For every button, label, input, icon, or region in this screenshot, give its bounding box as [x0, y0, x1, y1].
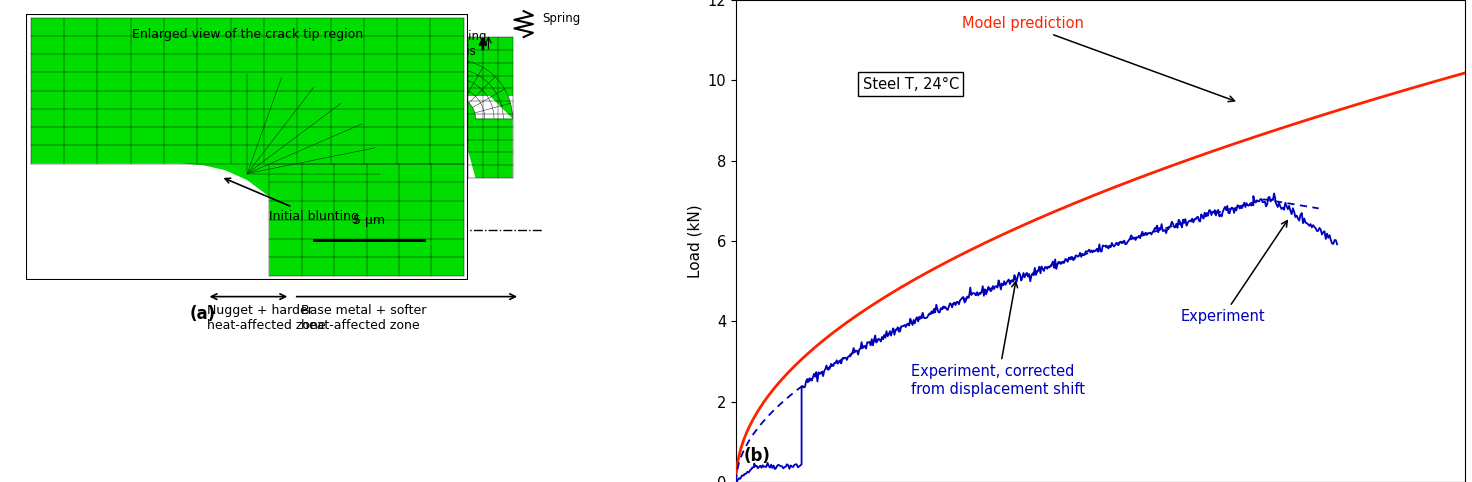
- Text: 5 μm: 5 μm: [353, 214, 384, 227]
- Text: Experiment: Experiment: [1181, 221, 1288, 324]
- Text: Ligament: Ligament: [206, 265, 269, 278]
- Text: Enlarged view of the crack tip region: Enlarged view of the crack tip region: [131, 28, 364, 40]
- Text: (b): (b): [743, 447, 770, 465]
- Text: Spring: Spring: [542, 12, 580, 25]
- Text: Base metal + softer
heat-affected zone: Base metal + softer heat-affected zone: [302, 304, 427, 332]
- Text: Steel T, 24°C: Steel T, 24°C: [863, 77, 958, 92]
- Text: Crack tip: Crack tip: [258, 233, 365, 274]
- Text: Loading
axis: Loading axis: [442, 30, 487, 58]
- Text: Nugget + harder
heat-affected zone: Nugget + harder heat-affected zone: [206, 304, 325, 332]
- Text: Experiment, corrected
from displacement shift: Experiment, corrected from displacement …: [911, 281, 1085, 397]
- Bar: [205, 178, 290, 230]
- Text: (a): (a): [190, 305, 216, 323]
- Polygon shape: [453, 59, 512, 178]
- Polygon shape: [31, 163, 269, 276]
- Text: Model prediction: Model prediction: [961, 16, 1235, 102]
- Text: 2 mm: 2 mm: [405, 63, 442, 76]
- Bar: [453, 37, 512, 96]
- Bar: [205, 178, 453, 230]
- Text: Initial blunting: Initial blunting: [225, 178, 359, 223]
- Y-axis label: Load (kN): Load (kN): [687, 204, 702, 278]
